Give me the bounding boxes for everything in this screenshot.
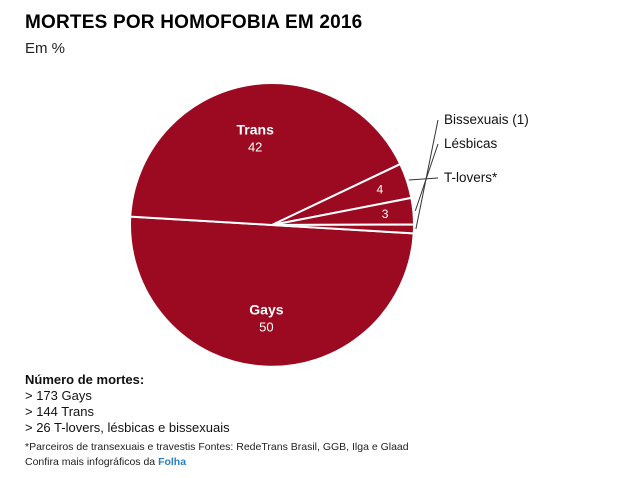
- slice-label-bissexuais: Bissexuais (1): [444, 112, 529, 127]
- slice-value-t-lovers: 4: [377, 183, 384, 197]
- slice-label-t-lovers: T-lovers*: [444, 170, 498, 185]
- pie-slice-bissexuais: [271, 223, 416, 235]
- slice-value-gays: 50: [259, 320, 273, 335]
- slice-label-trans: Trans: [237, 122, 275, 138]
- footnote-sources: *Parceiros de transexuais e travestis Fo…: [25, 441, 409, 453]
- slice-value-trans: 42: [248, 140, 262, 155]
- leader-line-t-lovers: [408, 177, 439, 181]
- slice-label-lesbicas: Lésbicas: [444, 136, 498, 151]
- notes-title: Número de mortes:: [25, 372, 145, 387]
- notes-item-others: > 26 T-lovers, lésbicas e bissexuais: [25, 420, 230, 435]
- pie-slice-trans: [129, 82, 402, 226]
- chart-subtitle: Em %: [25, 40, 66, 57]
- death-counts-notes: Número de mortes: > 173 Gays > 144 Trans…: [25, 372, 230, 436]
- pie-slice-gays: [129, 215, 415, 368]
- folha-link[interactable]: Folha: [158, 456, 187, 468]
- notes-item-trans: > 144 Trans: [25, 404, 95, 419]
- credit-text: Confira mais infográficos da: [25, 456, 159, 468]
- pie-chart: Gays 50 Trans 42 4 T-lovers* 3 Lésbicas Bissexua…: [129, 82, 529, 368]
- slice-value-lesbicas: 3: [382, 207, 389, 221]
- notes-item-gays: > 173 Gays: [25, 388, 92, 403]
- credit-line: Confira mais infográficos da Folha: [25, 456, 186, 468]
- slice-label-gays: Gays: [249, 302, 283, 318]
- leader-line-bissexuais: [415, 119, 439, 230]
- chart-title: MORTES POR HOMOFOBIA EM 2016: [25, 12, 363, 33]
